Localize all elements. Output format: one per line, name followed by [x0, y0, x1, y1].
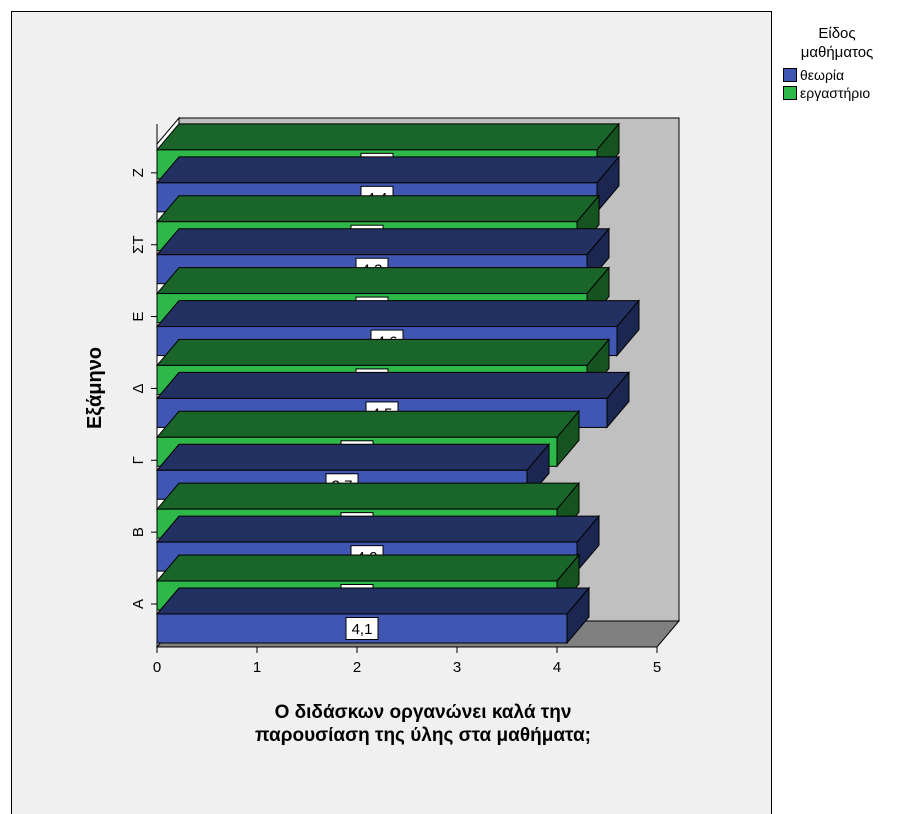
legend-item-lab: εργαστήριο	[783, 84, 894, 102]
bar-top-face	[155, 267, 611, 295]
axes-layer: 0 1 2 3 4 5 Α Β Γ Δ Ε ΣΤ Ζ	[130, 124, 661, 676]
bar-top-face	[155, 410, 581, 438]
legend-title-line-1: Είδος	[818, 25, 856, 42]
bar-top-face	[155, 228, 611, 256]
bar-top-face	[155, 371, 631, 399]
bar-top-face	[155, 300, 641, 328]
x-tick-label: 3	[453, 659, 461, 676]
x-tick-label: 4	[553, 659, 561, 676]
data-label: 4,1	[352, 621, 373, 638]
x-tick-label: 1	[253, 659, 261, 676]
x-tick-label: 2	[353, 659, 361, 676]
y-tick-label: Α	[130, 599, 147, 609]
bar-top-face	[155, 554, 581, 582]
bar-top-face	[155, 443, 551, 471]
legend-label-theory: θεωρία	[800, 67, 845, 83]
data-label-box	[345, 617, 379, 640]
bar-top-face	[155, 156, 621, 184]
y-tick-label: Γ	[130, 456, 147, 464]
y-axis-title: Εξάμηνο	[84, 347, 106, 429]
legend-label-lab: εργαστήριο	[800, 85, 871, 101]
bar-top-face	[155, 123, 621, 151]
y-tick-label: Ε	[130, 312, 147, 322]
y-tick-label: Β	[130, 527, 147, 537]
bar-theory-Α: 4,1	[155, 586, 591, 645]
x-tick-label: 0	[153, 659, 161, 676]
legend-item-theory: θεωρία	[783, 66, 894, 84]
legend: Είδος μαθήματος θεωρία εργαστήριο	[780, 24, 894, 102]
legend-swatch-lab	[783, 86, 797, 100]
x-axis-title-line-2: παρουσίαση της ύλης στα μαθήματα;	[255, 725, 591, 746]
bar-top-face	[155, 338, 611, 366]
bar-top-face	[155, 195, 601, 223]
legend-swatch-theory	[783, 68, 797, 82]
bar-top-face	[155, 587, 591, 615]
x-tick-label: 5	[653, 659, 661, 676]
bar-top-face	[155, 515, 601, 543]
x-axis-title-line-1: Ο διδάσκων οργανώνει καλά την	[275, 702, 572, 723]
bars-layer: 4,44,44,24,34,34,64,34,54,03,74,04,24,04…	[155, 122, 641, 645]
bar-top-face	[155, 482, 581, 510]
legend-title-line-2: μαθήματος	[800, 44, 874, 61]
legend-title: Είδος μαθήματος	[780, 24, 894, 62]
y-tick-label: ΣΤ	[130, 235, 147, 253]
y-tick-label: Ζ	[130, 168, 147, 177]
y-tick-label: Δ	[130, 383, 147, 393]
